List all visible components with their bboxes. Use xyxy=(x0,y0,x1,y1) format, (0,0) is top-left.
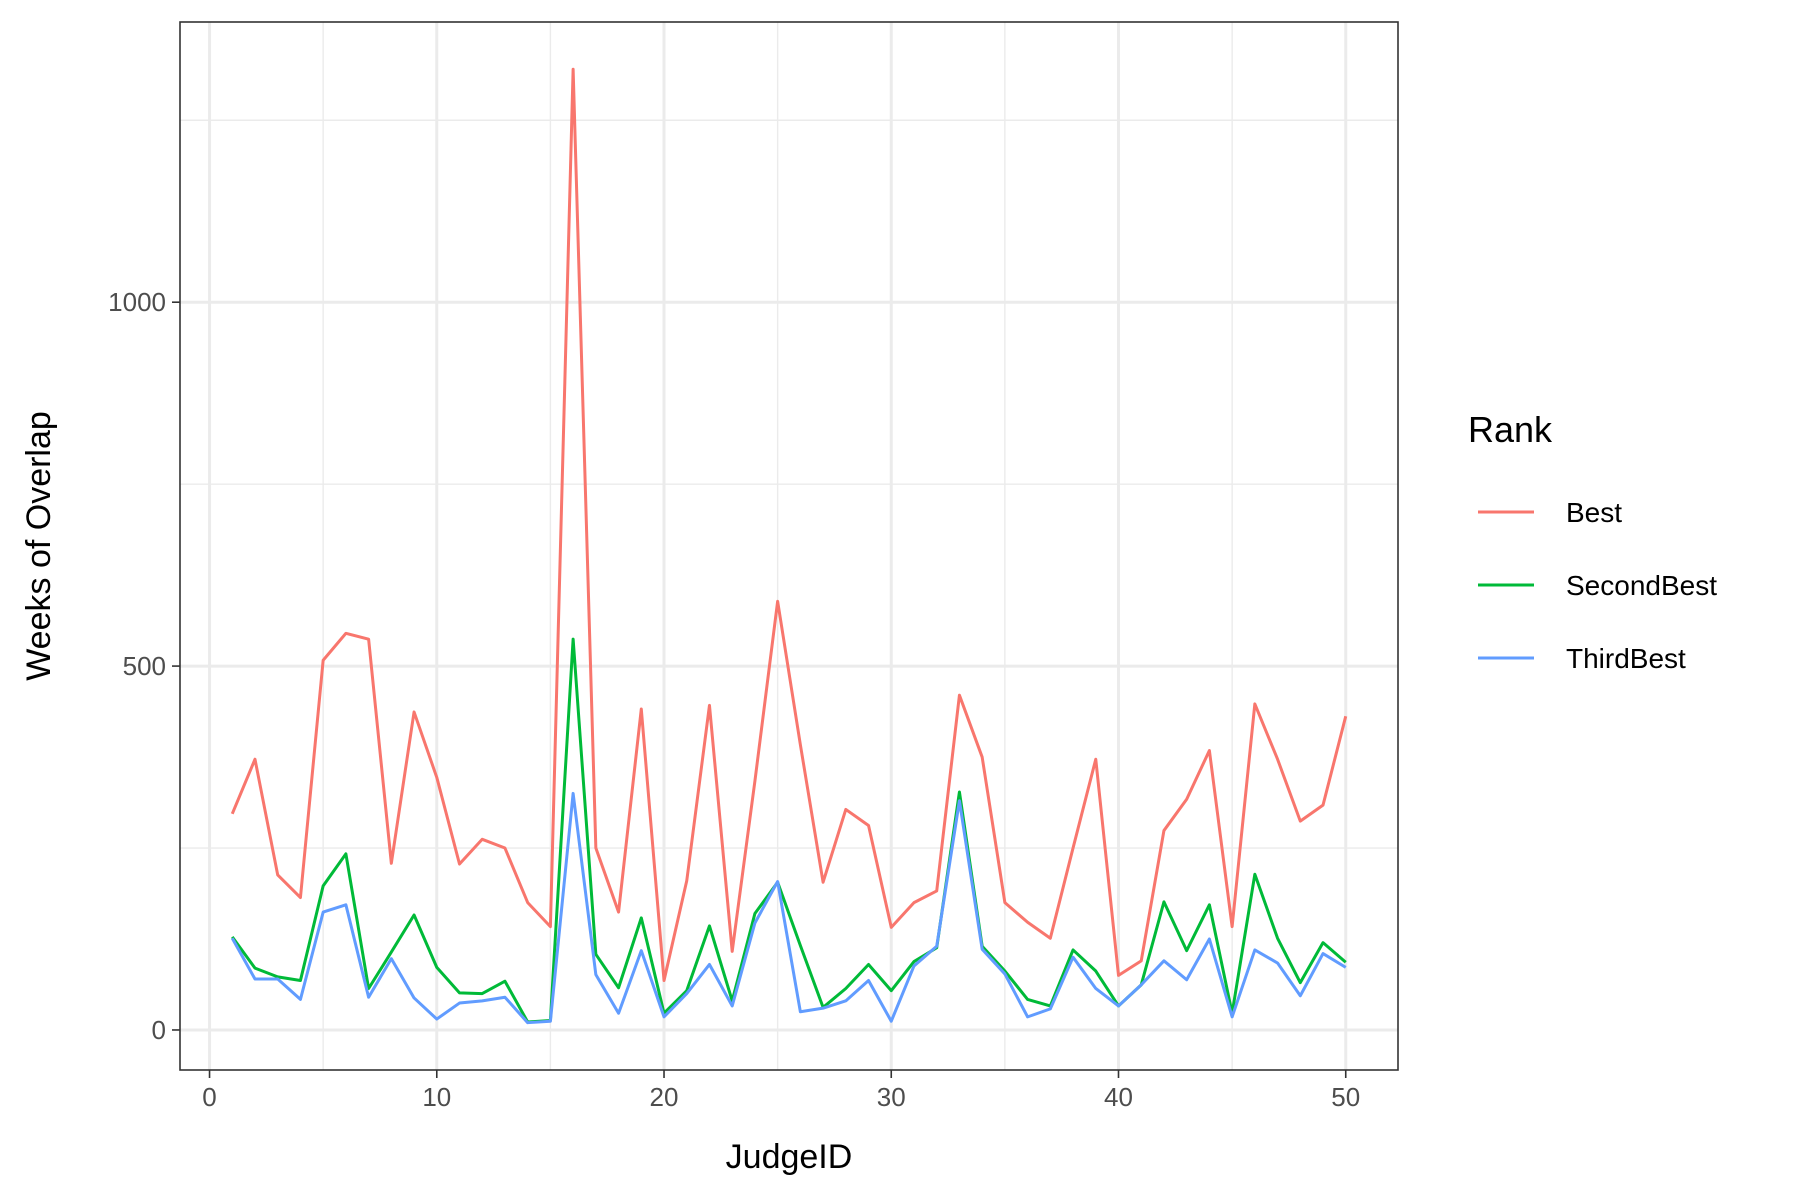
legend-label-thirdbest: ThirdBest xyxy=(1566,643,1686,674)
legend-title: Rank xyxy=(1468,409,1553,450)
minor-gridlines xyxy=(180,22,1398,1070)
major-gridlines xyxy=(180,22,1398,1070)
y-tick-label: 0 xyxy=(152,1015,166,1045)
y-tick-label: 500 xyxy=(123,651,166,681)
x-tick-label: 10 xyxy=(422,1082,451,1112)
x-tick-label: 40 xyxy=(1104,1082,1133,1112)
series-line-secondbest xyxy=(231,637,1347,1024)
legend-label-secondbest: SecondBest xyxy=(1566,570,1717,601)
x-tick-label: 50 xyxy=(1331,1082,1360,1112)
y-axis: 0 500 1000 xyxy=(108,287,180,1045)
x-tick-label: 30 xyxy=(877,1082,906,1112)
x-tick-label: 20 xyxy=(650,1082,679,1112)
x-axis: 0 10 20 30 40 50 xyxy=(202,1070,1360,1112)
series-line-best xyxy=(230,67,1348,982)
legend: Rank Best SecondBest ThirdBest xyxy=(1468,409,1717,674)
series-lines xyxy=(230,67,1348,1025)
panel-background xyxy=(180,22,1398,1070)
x-axis-title: JudgeID xyxy=(726,1138,853,1176)
x-tick-label: 0 xyxy=(202,1082,216,1112)
y-tick-label: 1000 xyxy=(108,287,166,317)
panel-border xyxy=(179,21,1399,1071)
y-axis-title: Weeks of Overlap xyxy=(20,411,58,681)
legend-label-best: Best xyxy=(1566,497,1622,528)
series-line-thirdbest xyxy=(230,791,1347,1025)
